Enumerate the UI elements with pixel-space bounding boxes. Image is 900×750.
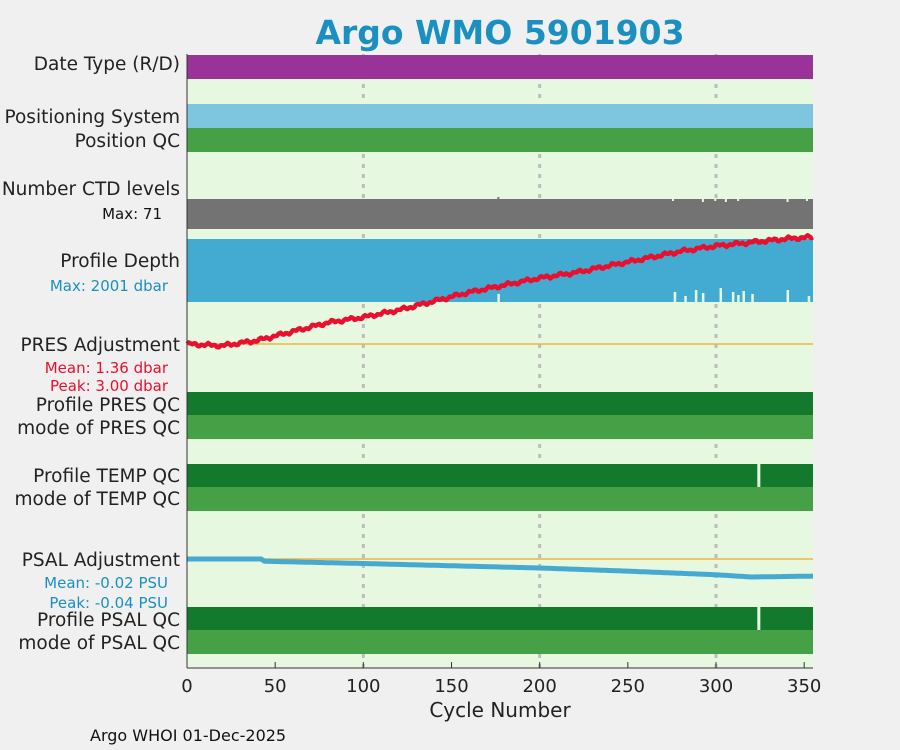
x-axis: 0 50 100 150 200 250 300 350 (181, 662, 821, 697)
ctd-levels-notch (671, 199, 674, 201)
label-profile-depth: Profile Depth (60, 251, 180, 272)
psal-adjustment-line (187, 556, 813, 580)
x-tick-label: 50 (264, 676, 287, 697)
x-tick-label: 300 (699, 676, 733, 697)
date-type-band (187, 55, 813, 79)
ctd-levels-notch (714, 199, 717, 201)
label-position-qc: Position QC (75, 131, 180, 152)
profile-depth-dip (497, 294, 500, 302)
chart-title: Argo WMO 5901903 (315, 13, 684, 52)
mode-temp-qc-band (187, 487, 813, 511)
ctd-levels-notch (737, 199, 740, 201)
label-ctd-max: Max: 71 (102, 205, 162, 223)
x-tick-label: 250 (611, 676, 645, 697)
row-labels: Date Type (R/D) Positioning System Positio… (2, 54, 180, 654)
profile-depth-dip (684, 296, 687, 302)
profile-psal-qc-band (187, 607, 758, 630)
profile-depth-dip (719, 288, 723, 302)
label-psal-adjustment: PSAL Adjustment (22, 550, 180, 571)
mode-psal-qc-band (187, 630, 813, 654)
label-profile-psal-qc: Profile PSAL QC (37, 610, 180, 631)
label-number-ctd-levels: Number CTD levels (2, 179, 180, 200)
label-profile-pres-qc: Profile PRES QC (36, 395, 180, 416)
positioning-system-band (187, 104, 813, 128)
profile-depth-dip (731, 292, 735, 302)
footer-text: Argo WHOI 01-Dec-2025 (90, 726, 286, 745)
label-profile-depth-max: Max: 2001 dbar (50, 277, 169, 295)
x-axis-label: Cycle Number (429, 698, 571, 722)
label-profile-temp-qc: Profile TEMP QC (33, 466, 180, 487)
label-pres-mean: Mean: 1.36 dbar (45, 359, 169, 377)
profile-depth-dip (701, 293, 705, 302)
profile-depth-dip (673, 292, 677, 302)
profile-depth-dip (786, 290, 790, 302)
pres-adjustment-line (185, 233, 814, 350)
profile-temp-qc-band (187, 464, 758, 487)
profile-depth-dip (694, 290, 698, 302)
profile-depth-dip (742, 291, 745, 302)
label-mode-temp-qc: mode of TEMP QC (14, 489, 180, 510)
profile-depth-band (187, 239, 813, 302)
label-pres-adjustment: PRES Adjustment (20, 335, 180, 356)
profile-psal-qc-band (760, 607, 813, 630)
plot-area (185, 54, 814, 669)
x-tick-label: 200 (522, 676, 556, 697)
ctd-levels-notch (786, 199, 789, 202)
label-positioning-system: Positioning System (4, 107, 180, 128)
label-psal-mean: Mean: -0.02 PSU (44, 574, 168, 592)
label-psal-peak: Peak: -0.04 PSU (49, 594, 168, 612)
ctd-levels-notch (724, 199, 727, 202)
profile-depth-dip (751, 294, 754, 302)
x-tick-label: 150 (434, 676, 468, 697)
ctd-levels-notch (805, 199, 808, 201)
profile-pres-qc-band (187, 392, 813, 415)
label-pres-peak: Peak: 3.00 dbar (50, 377, 169, 395)
x-tick-label: 0 (181, 676, 192, 697)
label-mode-psal-qc: mode of PSAL QC (18, 633, 180, 654)
profile-depth-dip (807, 296, 811, 302)
label-date-type: Date Type (R/D) (34, 54, 180, 75)
ctd-levels-band (187, 199, 813, 229)
profile-temp-qc-band (760, 464, 813, 487)
ctd-levels-spike (497, 197, 500, 200)
position-qc-band (187, 128, 813, 152)
ctd-levels-notch (701, 199, 704, 202)
x-tick-label: 100 (346, 676, 380, 697)
profile-depth-dip (737, 295, 740, 302)
mode-pres-qc-band (187, 415, 813, 439)
x-tick-label: 350 (787, 676, 821, 697)
label-mode-pres-qc: mode of PRES QC (17, 418, 180, 439)
